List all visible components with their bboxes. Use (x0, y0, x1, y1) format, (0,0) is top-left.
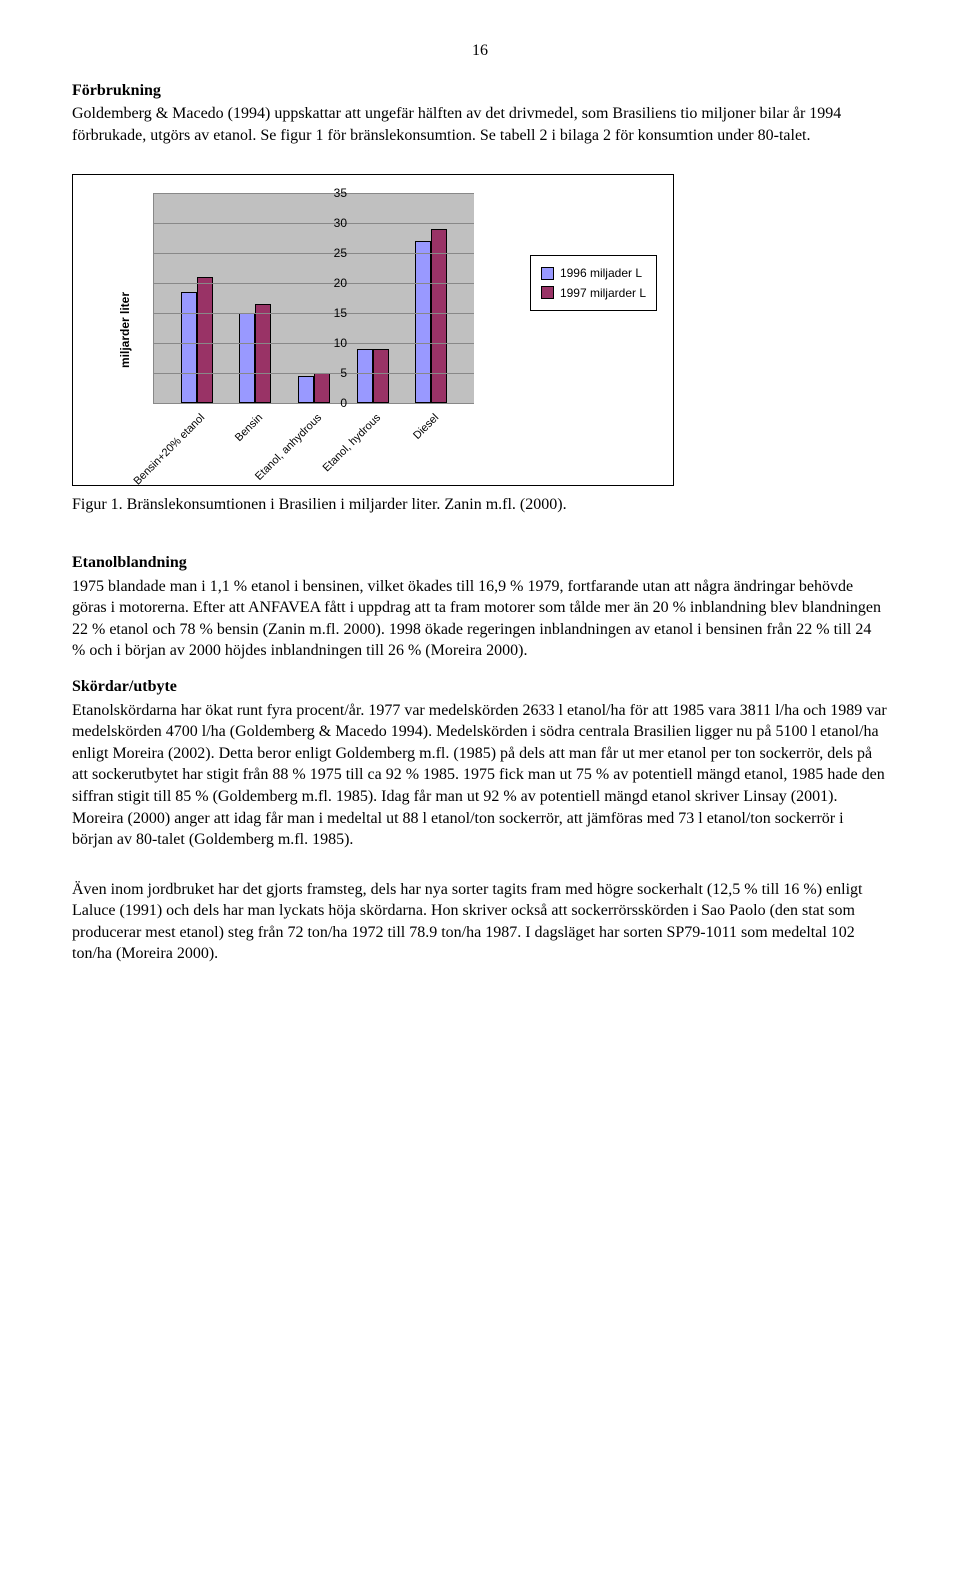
gridline (154, 223, 474, 224)
bar (181, 292, 197, 403)
page-number: 16 (72, 40, 888, 62)
gridline (154, 253, 474, 254)
legend-item: 1996 miljader L (541, 265, 646, 281)
legend-item: 1997 miljarder L (541, 285, 646, 301)
bar (415, 241, 431, 403)
heading-etanolblandning: Etanolblandning (72, 552, 888, 574)
legend-label: 1996 miljader L (560, 265, 642, 281)
gridline (154, 373, 474, 374)
bars-layer (154, 193, 474, 403)
bar (298, 376, 314, 403)
y-tick-label: 10 (321, 335, 347, 351)
legend-swatch (541, 267, 554, 280)
bar (239, 313, 255, 403)
chart-container: miljarder liter 05101520253035 Bensin+20… (72, 174, 674, 486)
legend: 1996 miljader L 1997 miljarder L (530, 255, 657, 310)
heading-skordar: Skördar/utbyte (72, 676, 888, 698)
para-forbrukning: Goldemberg & Macedo (1994) uppskattar at… (72, 103, 888, 146)
para-etanolblandning: 1975 blandade man i 1,1 % etanol i bensi… (72, 576, 888, 662)
x-labels: Bensin+20% etanolBensinEtanol, anhydrous… (153, 407, 473, 477)
y-tick-label: 35 (321, 185, 347, 201)
para-skordar: Etanolskördarna har ökat runt fyra proce… (72, 700, 888, 851)
bar (357, 349, 373, 403)
y-tick-label: 30 (321, 215, 347, 231)
y-tick-label: 25 (321, 245, 347, 261)
y-tick-label: 15 (321, 305, 347, 321)
legend-swatch (541, 286, 554, 299)
para-aven: Även inom jordbruket har det gjorts fram… (72, 879, 888, 965)
bar (255, 304, 271, 403)
bar (373, 349, 389, 403)
plot-area (153, 193, 474, 404)
legend-label: 1997 miljarder L (560, 285, 646, 301)
gridline (154, 343, 474, 344)
bar (431, 229, 447, 403)
figure-caption: Figur 1. Bränslekonsumtionen i Brasilien… (72, 494, 888, 516)
y-tick-label: 20 (321, 275, 347, 291)
bar (197, 277, 213, 403)
y-tick-label: 5 (321, 365, 347, 381)
gridline (154, 283, 474, 284)
heading-forbrukning: Förbrukning (72, 80, 888, 102)
gridline (154, 313, 474, 314)
y-axis-label: miljarder liter (117, 292, 133, 368)
gridline (154, 193, 474, 194)
